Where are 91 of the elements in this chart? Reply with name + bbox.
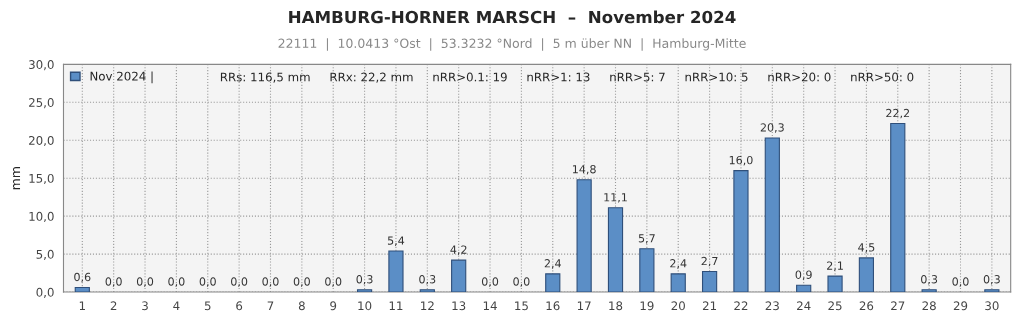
y-tick-label: 25,0: [29, 98, 54, 109]
y-tick-label: 30,0: [29, 60, 54, 71]
x-tick-label: 30: [985, 301, 999, 311]
y-tick-label: 0,0: [36, 287, 54, 298]
data-label: 0,0: [136, 277, 154, 287]
bar: [356, 289, 373, 293]
x-tick-label: 1: [79, 301, 85, 311]
x-tick-label: 27: [891, 301, 905, 311]
y-tick-label: 10,0: [29, 211, 54, 223]
data-label: 0,6: [74, 272, 91, 283]
chart-subtitle: 22111 | 10.0413 °Ost | 53.3232 °Nord | 5 m über NN | Hamburg-Mitte: [278, 38, 746, 51]
bar: [639, 248, 655, 293]
x-tick-label: 6: [236, 301, 243, 311]
data-label: 2,4: [544, 259, 561, 269]
x-tick-label: 16: [546, 301, 560, 311]
bar: [419, 289, 435, 293]
data-label: 0,0: [168, 277, 185, 287]
data-label: 16,0: [729, 155, 753, 166]
y-tick-label: 20,0: [29, 135, 54, 147]
data-label: 4,5: [858, 243, 875, 253]
x-tick-label: 19: [640, 301, 654, 311]
bar: [545, 273, 561, 293]
x-tick-label: 11: [389, 301, 403, 311]
y-tick-label: 5,0: [36, 249, 54, 260]
x-tick-label: 15: [515, 301, 528, 311]
x-tick-label: 18: [609, 301, 623, 311]
x-tick-label: 23: [765, 301, 779, 311]
x-tick-label: 29: [953, 301, 968, 311]
x-tick-label: 20: [671, 301, 685, 311]
data-label: 0,0: [262, 277, 279, 287]
x-tick-label: 4: [173, 301, 180, 311]
x-tick-label: 7: [267, 301, 274, 311]
x-tick-label: 28: [922, 301, 936, 311]
data-label: 2,4: [670, 259, 687, 269]
x-tick-label: 9: [330, 301, 337, 311]
x-tick-label: 8: [298, 301, 305, 311]
data-label: 0,0: [481, 277, 499, 287]
x-tick-label: 10: [358, 301, 372, 311]
x-tick-label: 26: [859, 301, 874, 311]
bar: [607, 207, 624, 293]
x-tick-label: 22: [734, 301, 748, 311]
bar: [921, 289, 937, 293]
data-label: 2,7: [701, 256, 718, 267]
data-label: 0,0: [231, 277, 248, 287]
data-label: 2,1: [827, 261, 843, 271]
data-label: 5,7: [638, 234, 655, 244]
data-label: 11,1: [604, 193, 627, 203]
annotation: RRs: 116,5 mm RRx: 22,2 mm nRR>0.1: 19 nRR>1: 13 nRR>5: 7 nRR>10: 5 nRR>20: 0 nRR>50: 0: [220, 72, 914, 83]
x-tick-label: 24: [797, 301, 811, 311]
x-tick-label: 25: [828, 301, 842, 311]
data-label: 0,0: [105, 277, 122, 287]
x-tick-label: 14: [483, 301, 497, 311]
bar: [764, 137, 780, 293]
bar: [451, 259, 467, 293]
data-label: 14,8: [572, 164, 596, 175]
bar: [733, 170, 749, 293]
data-label: 0,0: [293, 277, 310, 287]
bar: [701, 271, 718, 293]
bar: [984, 289, 1000, 293]
data-label: 20,3: [760, 123, 784, 133]
chart-title: HAMBURG-HORNER MARSCH – November 2024: [289, 10, 736, 24]
data-label: 0,0: [199, 277, 216, 287]
y-tick-label: 15,0: [29, 173, 54, 185]
bar: [388, 250, 404, 293]
bar: [796, 284, 812, 293]
y-axis-title: mm: [13, 167, 21, 190]
bar: [890, 122, 906, 293]
data-label: 22,2: [886, 108, 910, 119]
data-label: 0,3: [419, 275, 436, 285]
data-label: 0,3: [983, 275, 1000, 285]
x-tick-label: 21: [702, 301, 717, 311]
x-tick-label: 5: [204, 301, 211, 311]
x-tick-label: 12: [421, 301, 434, 311]
x-tick-label: 17: [577, 301, 591, 311]
data-label: 0,0: [952, 277, 969, 287]
legend-label: Nov 2024 |: [90, 71, 153, 84]
data-label: 0,0: [325, 277, 342, 287]
bar: [74, 286, 90, 293]
data-label: 0,3: [921, 275, 938, 285]
bar: [576, 179, 592, 293]
bar: [858, 257, 875, 293]
x-tick-label: 3: [142, 301, 148, 311]
data-label: 0,0: [513, 277, 530, 287]
bar: [670, 273, 686, 293]
x-tick-label: 13: [452, 301, 466, 311]
x-tick-label: 2: [110, 301, 117, 311]
bar: [827, 275, 843, 293]
data-label: 0,3: [356, 275, 373, 285]
data-label: 0,9: [795, 270, 812, 281]
data-label: 5,4: [387, 236, 405, 246]
data-label: 4,2: [450, 245, 467, 255]
